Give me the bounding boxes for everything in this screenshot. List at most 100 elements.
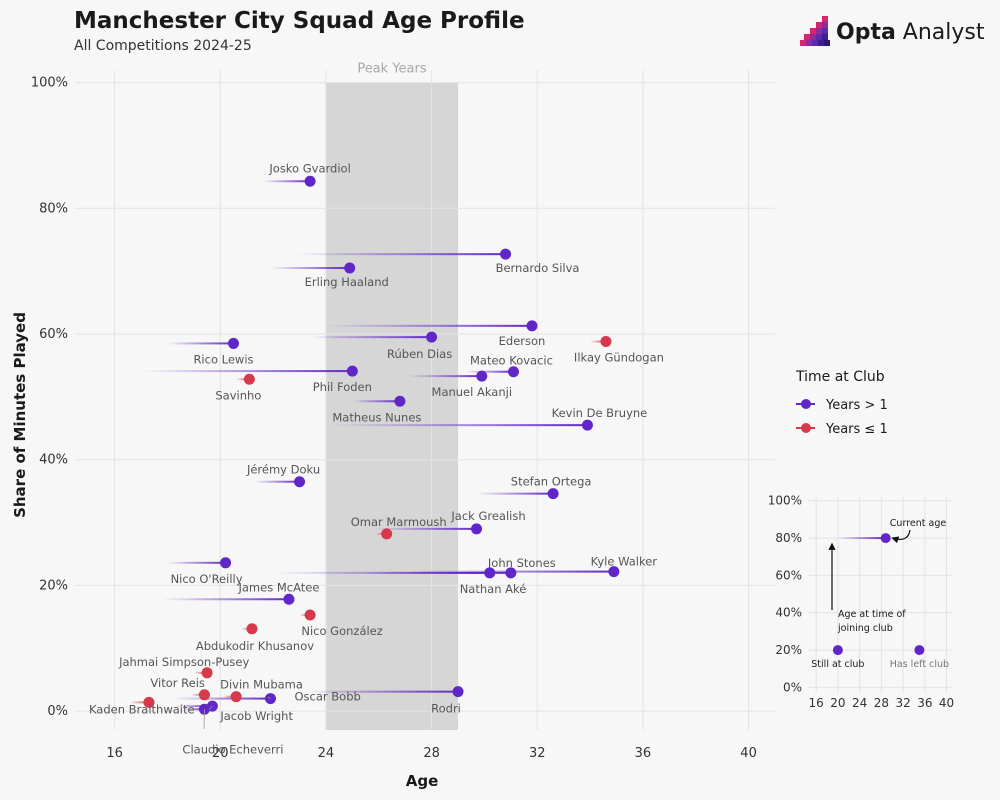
player-label: Nico O'Reilly — [171, 572, 243, 586]
player-point — [505, 567, 517, 579]
legend-key-point — [801, 423, 811, 433]
player-point — [283, 593, 295, 605]
player-label: Mateo Kovacic — [470, 354, 553, 368]
player-label: John Stones — [487, 556, 556, 570]
legend-label: Years ≤ 1 — [825, 422, 888, 437]
player-tenure-trail — [362, 571, 490, 574]
y-tick-label: 80% — [39, 201, 68, 216]
player-tenure-trail — [175, 705, 213, 708]
player-point — [608, 566, 620, 578]
legend-key-point — [801, 399, 811, 409]
player-tenure-trail — [222, 695, 237, 698]
player-label: Bernardo Silva — [496, 261, 580, 275]
player-point — [381, 528, 393, 540]
player-label: James McAtee — [237, 580, 319, 594]
player-tenure-trail — [465, 370, 514, 373]
player-tenure-trail — [476, 492, 554, 495]
inset-y-tick-label: 60% — [775, 568, 802, 582]
brand-name-bold: Opta — [836, 20, 896, 45]
label-leader-line — [267, 696, 271, 699]
inset-has-left-club-label: Has left club — [890, 659, 949, 670]
player-tenure-trail — [167, 561, 226, 564]
player-tenure-trail — [236, 378, 250, 381]
brand-name: Opta Analyst — [836, 20, 985, 45]
player-label: Erling Haaland — [305, 275, 389, 289]
inset-still-at-club-label: Still at club — [811, 659, 864, 670]
player-point — [143, 696, 155, 708]
inset-joining-age-label: joining club — [837, 623, 893, 634]
player-label: Matheus Nunes — [332, 410, 421, 424]
player-point — [581, 419, 593, 431]
label-leader-line — [208, 705, 213, 711]
inset-y-tick-label: 100% — [768, 494, 802, 508]
player-label: Divin Mubama — [220, 678, 303, 692]
inset-x-tick-label: 40 — [939, 696, 954, 710]
y-axis-title: Share of Minutes Played — [11, 312, 29, 518]
legend-title: Time at Club — [795, 369, 885, 385]
player-label: Stefan Ortega — [511, 475, 592, 489]
player-label: Vitor Reis — [150, 676, 204, 690]
player-label: Ilkay Gündogan — [574, 351, 664, 365]
player-label: Kyle Walker — [591, 555, 658, 569]
player-point — [507, 366, 519, 378]
player-point — [471, 523, 483, 535]
inset-y-tick-label: 20% — [775, 643, 802, 657]
legend-label: Years > 1 — [825, 398, 888, 413]
player-tenure-trail — [193, 671, 208, 674]
x-tick-label: 40 — [740, 746, 757, 761]
inset-left-point — [914, 645, 925, 656]
player-point — [394, 395, 406, 407]
player-point — [547, 488, 559, 500]
player-tenure-trail — [331, 424, 588, 427]
player-point — [304, 609, 316, 621]
y-tick-label: 40% — [39, 453, 68, 468]
peak-years-band — [325, 82, 459, 731]
inset-y-tick-label: 0% — [783, 680, 802, 694]
player-tenure-trail — [325, 324, 532, 327]
inset-x-tick-label: 32 — [895, 696, 910, 710]
player-tenure-trail — [183, 708, 205, 711]
player-label: Jahmai Simpson-Pusey — [118, 655, 249, 669]
player-label: Jacob Wright — [219, 709, 293, 723]
x-tick-label: 36 — [635, 746, 652, 761]
player-tenure-trail — [352, 400, 400, 403]
x-tick-label: 16 — [106, 746, 123, 761]
player-label: Rúben Dias — [387, 347, 452, 361]
player-tenure-trail — [262, 180, 311, 183]
player-label: Omar Marmoush — [351, 515, 447, 529]
player-label: Oscar Bobb — [294, 690, 360, 704]
player-tenure-trail — [130, 701, 149, 704]
player-label: Phil Foden — [313, 380, 372, 394]
player-point — [452, 686, 464, 698]
inset-y-tick-label: 80% — [775, 531, 802, 545]
player-point — [246, 623, 258, 635]
player-point — [346, 365, 358, 377]
y-tick-label: 0% — [47, 704, 68, 719]
player-point — [220, 557, 232, 569]
player-tenure-trail — [296, 253, 506, 256]
inset-x-tick-label: 16 — [809, 696, 824, 710]
player-point — [426, 331, 438, 343]
x-axis-title: Age — [406, 772, 439, 790]
player-label: Manuel Akanji — [432, 385, 513, 399]
player-point — [243, 373, 255, 385]
player-label: Jérémy Doku — [246, 463, 320, 477]
player-label: Josko Gvardiol — [268, 161, 350, 175]
player-tenure-trail — [167, 342, 234, 345]
inset-trail — [837, 537, 886, 540]
inset-x-tick-label: 36 — [917, 696, 932, 710]
inset-still-point — [832, 645, 843, 656]
player-point — [198, 689, 210, 701]
opta-logo-icon — [800, 16, 830, 46]
player-point — [344, 262, 356, 274]
player-label: Rodri — [431, 702, 461, 716]
player-label: Nico González — [301, 624, 382, 638]
player-tenure-trail — [407, 375, 482, 378]
player-point — [600, 336, 612, 348]
player-label: Kaden Braithwaite — [89, 702, 195, 716]
inset-current-age-label: Current age — [890, 518, 947, 529]
x-tick-label: 28 — [423, 746, 440, 761]
player-tenure-trail — [254, 480, 300, 483]
peak-years-label: Peak Years — [357, 62, 427, 77]
